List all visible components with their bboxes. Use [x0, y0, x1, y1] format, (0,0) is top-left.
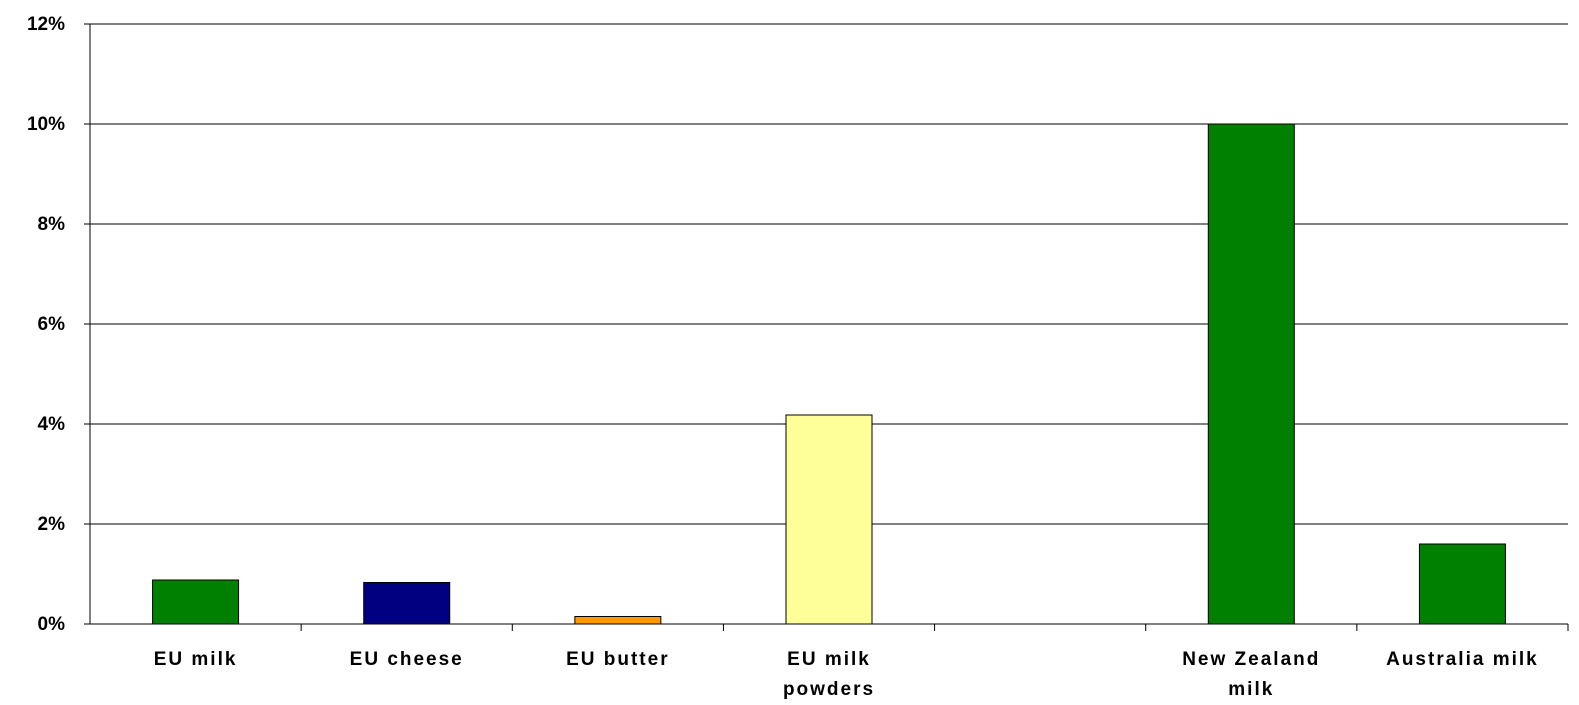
bar [363, 582, 451, 625]
y-tick-label: 0% [38, 614, 66, 635]
x-tick-label: EU cheese [350, 649, 464, 670]
gridlines [90, 23, 1568, 525]
x-tick-label: EU butter [566, 649, 670, 670]
x-tick-label: Australia milk [1386, 649, 1539, 670]
y-tick-label: 6% [38, 314, 66, 335]
x-tick-label: EU milk [154, 649, 238, 670]
bars [152, 123, 1506, 625]
y-tick-label: 12% [27, 14, 65, 35]
bar [152, 579, 240, 625]
bar [785, 414, 873, 625]
labels: 0% 2% 4% 6% 8% 10% 12% EU milk EU cheese EU butte… [27, 14, 1539, 700]
axes [84, 23, 1569, 631]
x-tick-label: New Zealand [1182, 649, 1320, 670]
x-tick-label: EU milk [787, 649, 871, 670]
y-tick-label: 2% [38, 514, 66, 535]
x-tick-label: powders [783, 679, 875, 700]
bar [574, 616, 662, 625]
y-tick-label: 10% [27, 114, 65, 135]
y-tick-label: 8% [38, 214, 66, 235]
x-tick-label: milk [1228, 679, 1274, 700]
bar [1207, 123, 1295, 625]
y-tick-label: 4% [38, 414, 66, 435]
bar [1418, 543, 1506, 625]
